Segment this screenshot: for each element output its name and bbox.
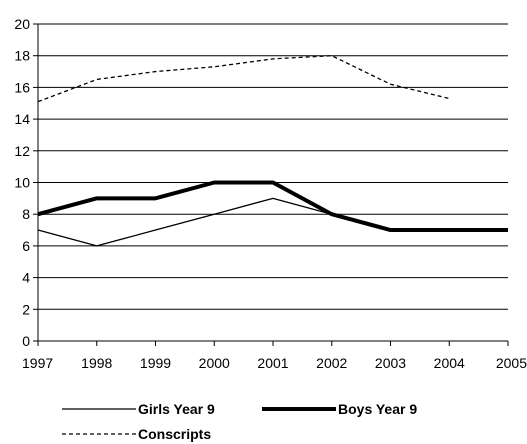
y-tick-label: 4: [22, 270, 30, 286]
legend-label-0: Girls Year 9: [138, 401, 215, 417]
x-tick-label: 2000: [199, 355, 230, 371]
legend-label-1: Boys Year 9: [338, 401, 417, 417]
y-tick-label: 20: [14, 16, 30, 32]
y-tick-label: 10: [14, 175, 30, 191]
x-tick-label: 2005: [496, 355, 527, 371]
series-line-0: [37, 197, 508, 247]
x-tick-label: 2002: [316, 355, 347, 371]
x-tick-label: 1999: [140, 355, 171, 371]
legend: Girls Year 9 Boys Year 9 Conscripts: [62, 401, 417, 442]
x-tick-label: 1997: [22, 355, 53, 371]
series-lines: [37, 55, 508, 247]
x-tick-label: 2003: [375, 355, 406, 371]
y-tick-label: 0: [22, 333, 30, 349]
x-axis-ticks: 1997 1998 1999 2000 2001 2002 2003 2004 2005: [22, 341, 527, 371]
series-line-2: [37, 55, 450, 103]
y-tick-label: 18: [14, 48, 30, 64]
y-tick-label: 16: [14, 79, 30, 95]
x-tick-label: 2001: [257, 355, 288, 371]
legend-label-2: Conscripts: [138, 426, 211, 442]
y-tick-label: 12: [14, 143, 30, 159]
y-axis-ticks: 0 2 4 6 8 10 12 14 16 18 20: [14, 16, 38, 349]
y-tick-label: 2: [22, 301, 30, 317]
series-line-1: [37, 180, 508, 233]
y-tick-label: 8: [22, 206, 30, 222]
y-tick-label: 6: [22, 238, 30, 254]
x-tick-label: 2004: [434, 355, 465, 371]
x-tick-label: 1998: [81, 355, 112, 371]
gridlines: [38, 23, 508, 310]
y-tick-label: 14: [14, 111, 30, 127]
